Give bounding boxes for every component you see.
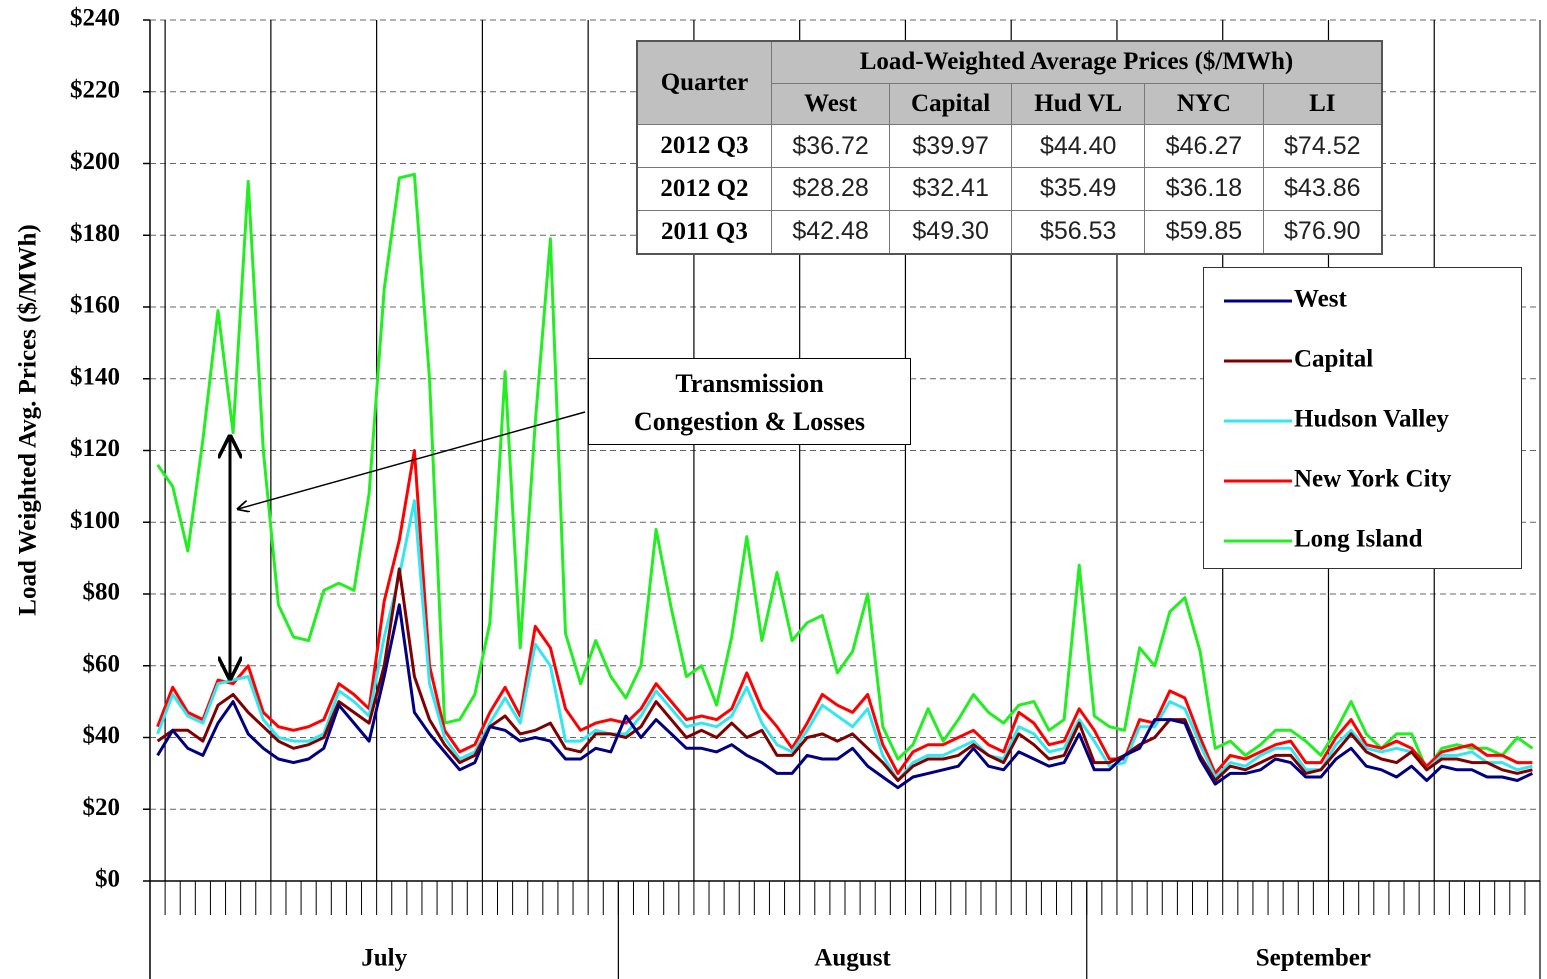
month-label: August xyxy=(814,945,891,972)
y-tick-label: $180 xyxy=(70,220,120,247)
y-tick-label: $0 xyxy=(95,866,120,893)
legend-label: Capital xyxy=(1294,346,1373,373)
table-row: 2011 Q3 $42.48 $49.30 $56.53 $59.85 $76.90 xyxy=(636,209,1383,255)
table-cell: $46.27 xyxy=(1144,124,1264,168)
column-row: West Capital Hud VL NYC LI xyxy=(637,82,1383,126)
table-cell: $43.86 xyxy=(1262,167,1383,211)
y-tick-label: $160 xyxy=(70,292,120,319)
y-tick-label: $140 xyxy=(70,363,120,390)
annotation: Transmission Congestion & Losses xyxy=(588,358,911,445)
column-header: LI xyxy=(1262,82,1383,126)
table-cell: $74.52 xyxy=(1262,124,1383,168)
column-header: Capital xyxy=(889,82,1013,126)
table-body: 2012 Q3 $36.72 $39.97 $44.40 $46.27 $74.52 201… xyxy=(636,124,1383,255)
table-cell: $56.53 xyxy=(1011,209,1146,255)
table-header: Load-Weighted Average Prices ($/MWh) xyxy=(770,40,1383,84)
y-tick-label: $80 xyxy=(83,579,121,606)
y-tick-label: $220 xyxy=(70,76,120,103)
series-line xyxy=(156,567,1533,782)
row-label: 2012 Q2 xyxy=(636,167,772,211)
table-cell: $39.97 xyxy=(889,124,1013,168)
y-tick-label: $240 xyxy=(70,5,120,32)
price-table: Quarter Load-Weighted Average Prices ($/… xyxy=(636,40,1383,255)
y-tick-label: $120 xyxy=(70,435,120,462)
legend: West Capital Hudson Valley New York City Lon… xyxy=(1203,267,1522,569)
series-line xyxy=(156,603,1534,790)
table-row: 2012 Q3 $36.72 $39.97 $44.40 $46.27 $74.52 xyxy=(636,124,1383,168)
y-tick-label: $20 xyxy=(83,794,121,821)
month-label: September xyxy=(1256,945,1371,972)
table-cell: $59.85 xyxy=(1144,209,1264,255)
row-label: 2012 Q3 xyxy=(636,124,772,168)
column-header: West xyxy=(770,82,891,126)
annotation-line: Congestion & Losses xyxy=(633,407,866,436)
table-cell: $32.41 xyxy=(889,167,1013,211)
column-header: Hud VL xyxy=(1011,82,1146,126)
y-tick-label: $60 xyxy=(83,650,121,677)
table-header-row: Quarter Load-Weighted Average Prices ($/… xyxy=(636,40,1383,126)
y-axis-label: Load Weighted Avg. Prices ($/MWh) xyxy=(15,224,42,615)
month-label: July xyxy=(361,945,407,972)
legend-label: West xyxy=(1294,286,1347,313)
y-tick-label: $200 xyxy=(70,148,120,175)
column-header: NYC xyxy=(1144,82,1264,126)
annotation-arrow xyxy=(238,411,586,509)
table-cell: $49.30 xyxy=(889,209,1013,255)
series-line xyxy=(156,172,1534,772)
series-line xyxy=(156,449,1533,775)
legend-label: New York City xyxy=(1294,466,1452,493)
table-cell: $42.48 xyxy=(770,209,891,255)
table-cell: $35.49 xyxy=(1011,167,1146,211)
table-row: 2012 Q2 $28.28 $32.41 $35.49 $36.18 $43.86 xyxy=(636,167,1383,211)
legend-label: Hudson Valley xyxy=(1294,406,1449,433)
annotation-line: Transmission xyxy=(675,369,824,398)
row-label: 2011 Q3 xyxy=(636,209,772,255)
table-cell: $28.28 xyxy=(770,167,891,211)
table-cell: $36.18 xyxy=(1144,167,1264,211)
table-cell: $76.90 xyxy=(1262,209,1383,255)
series-line xyxy=(156,499,1533,782)
table-cell: $36.72 xyxy=(770,124,891,168)
y-tick-label: $40 xyxy=(83,722,121,749)
legend-svg: West Capital Hudson Valley New York City Lon… xyxy=(1224,286,1452,553)
legend-label: Long Island xyxy=(1294,526,1423,553)
y-tick-label: $100 xyxy=(70,507,120,534)
lines xyxy=(156,172,1534,790)
row-header: Quarter xyxy=(636,40,772,126)
table-cell: $44.40 xyxy=(1011,124,1146,168)
